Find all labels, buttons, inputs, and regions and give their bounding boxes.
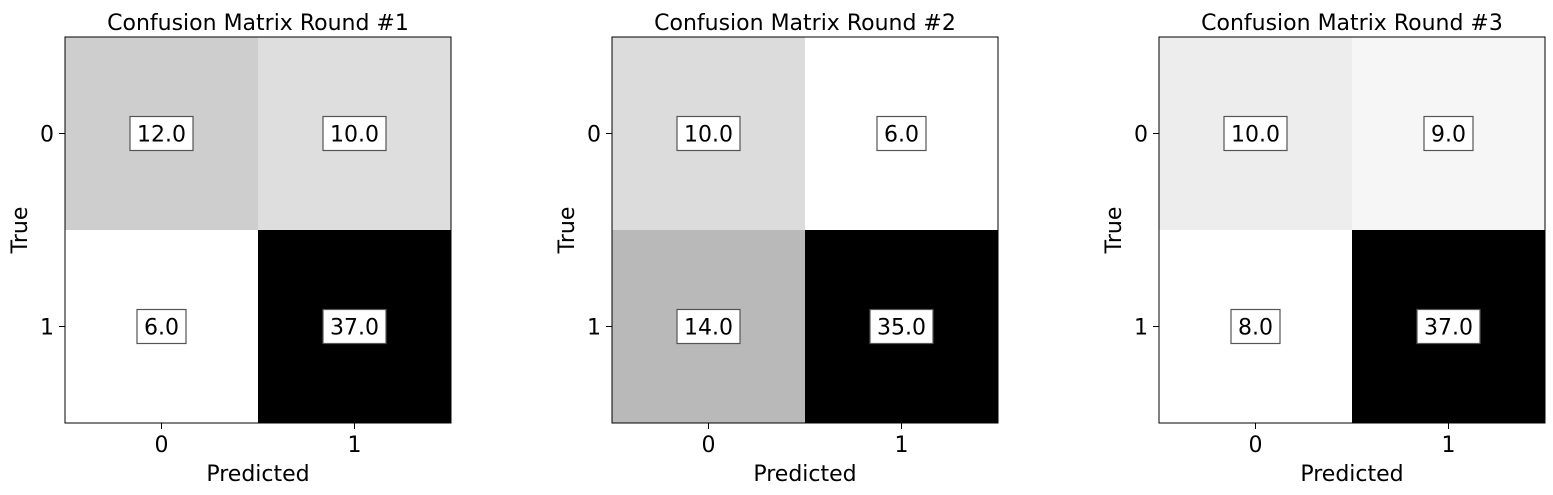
data-label-box xyxy=(136,308,187,345)
y-tick-label: 1 xyxy=(40,316,54,341)
x-axis-label: Predicted xyxy=(1300,462,1403,487)
confusion-matrix-panel: Confusion Matrix Round #3 10.0 9.0 8.0 37.0 0… xyxy=(1102,11,1546,487)
plot-frame xyxy=(611,36,999,424)
data-label: 37.0 xyxy=(330,316,379,341)
data-label-box xyxy=(1223,115,1288,152)
data-label: 6.0 xyxy=(884,123,919,148)
y-axis-label: True xyxy=(1102,207,1127,255)
confusion-matrix-panel: Confusion Matrix Round #1 12.0 10.0 6.0 37.0… xyxy=(8,11,452,487)
data-label-box xyxy=(876,115,927,152)
data-label-box xyxy=(322,115,387,152)
data-label-box xyxy=(1423,115,1474,152)
data-label-box xyxy=(869,308,934,345)
data-label: 12.0 xyxy=(137,123,186,148)
data-label: 37.0 xyxy=(1424,316,1473,341)
plot-frame xyxy=(64,36,452,424)
data-label: 10.0 xyxy=(684,123,733,148)
data-label: 10.0 xyxy=(1231,123,1280,148)
data-label-box xyxy=(676,115,741,152)
y-tick-label: 1 xyxy=(1134,316,1148,341)
y-axis-label: True xyxy=(8,207,33,255)
x-tick-label: 0 xyxy=(702,433,716,458)
data-label-box xyxy=(129,115,194,152)
y-tick-label: 1 xyxy=(587,316,601,341)
x-tick-label: 0 xyxy=(1249,433,1263,458)
y-tick-label: 0 xyxy=(587,123,601,148)
data-label: 10.0 xyxy=(330,123,379,148)
data-label-box xyxy=(1230,308,1281,345)
x-axis-label: Predicted xyxy=(206,462,309,487)
data-label-box xyxy=(676,308,741,345)
data-label: 14.0 xyxy=(684,316,733,341)
x-tick-label: 1 xyxy=(1442,433,1456,458)
data-label: 8.0 xyxy=(1238,316,1273,341)
chart-title: Confusion Matrix Round #3 xyxy=(1201,11,1503,36)
data-label: 9.0 xyxy=(1431,123,1466,148)
y-tick-label: 0 xyxy=(40,123,54,148)
x-tick-label: 1 xyxy=(348,433,362,458)
chart-title: Confusion Matrix Round #2 xyxy=(654,11,956,36)
y-axis-label: True xyxy=(555,207,580,255)
data-label-box xyxy=(1416,308,1481,345)
y-tick-label: 0 xyxy=(1134,123,1148,148)
x-tick-label: 0 xyxy=(155,433,169,458)
data-label: 6.0 xyxy=(144,316,179,341)
x-tick-label: 1 xyxy=(895,433,909,458)
plot-frame xyxy=(1158,36,1546,424)
data-label-box xyxy=(322,308,387,345)
x-axis-label: Predicted xyxy=(753,462,856,487)
data-label: 35.0 xyxy=(877,316,926,341)
chart-title: Confusion Matrix Round #1 xyxy=(107,11,409,36)
confusion-matrix-panel: Confusion Matrix Round #2 10.0 6.0 14.0 35.0… xyxy=(555,11,999,487)
